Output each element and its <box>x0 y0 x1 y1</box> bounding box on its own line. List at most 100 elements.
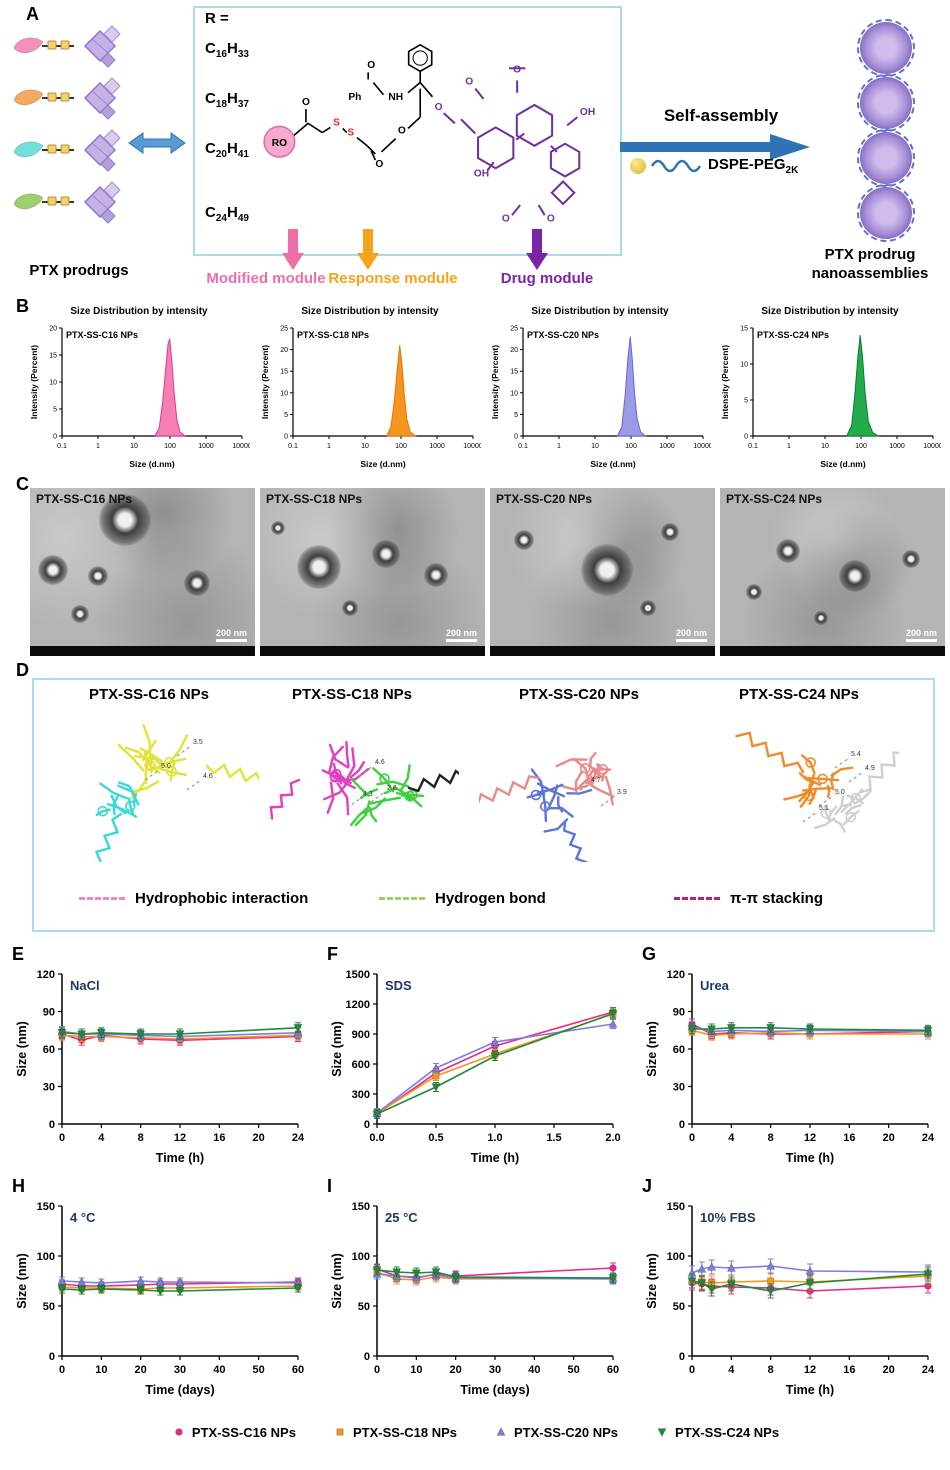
dls-chart-c18: Size Distribution by intensity 0.1 1 10 100 1… <box>259 306 483 475</box>
svg-text:0.1: 0.1 <box>57 443 67 450</box>
nanoparticle-blob <box>814 610 829 625</box>
svg-text:100: 100 <box>164 443 176 450</box>
md-structure-svg: 4.6 2.6 4.3 <box>269 740 468 827</box>
tem-image-label: PTX-SS-C18 NPs <box>266 492 363 506</box>
svg-text:PTX-SS-C24 NPs: PTX-SS-C24 NPs <box>757 330 829 340</box>
svg-text:Size (nm): Size (nm) <box>645 1021 659 1077</box>
legend-dash-icon <box>79 897 125 900</box>
prodrug-icon <box>13 25 121 68</box>
nanoassembly-icon <box>857 74 915 132</box>
svg-text:Size (d.nm): Size (d.nm) <box>129 459 175 469</box>
nanoparticle-blob <box>342 600 358 617</box>
svg-text:12: 12 <box>804 1364 816 1376</box>
svg-text:4.7: 4.7 <box>591 777 601 784</box>
svg-text:10: 10 <box>510 390 518 397</box>
nanoassembly-icons <box>856 19 926 252</box>
circle-marker-icon <box>175 1428 183 1436</box>
svg-text:25 °C: 25 °C <box>385 1210 418 1225</box>
md-structure-svg: 3.5 5.0 4.6 <box>86 723 263 882</box>
svg-text:Intensity (Percent): Intensity (Percent) <box>260 345 270 419</box>
r-group-formula: C24H49 <box>205 204 249 224</box>
scale-bar: 200 nm <box>905 628 937 642</box>
drug-module-label: Drug module <box>500 270 594 287</box>
prodrug-icon <box>13 129 121 172</box>
nanoparticle-blob <box>661 523 679 542</box>
nanoparticle-blob <box>745 584 762 601</box>
svg-text:PTX-SS-C18 NPs: PTX-SS-C18 NPs <box>297 330 369 340</box>
md-structure-title: PTX-SS-C20 NPs <box>518 686 640 703</box>
svg-text:0: 0 <box>364 1119 370 1131</box>
nanoparticle-blob <box>98 493 151 546</box>
svg-text:RO: RO <box>272 138 287 149</box>
svg-text:O: O <box>502 213 510 224</box>
svg-text:12: 12 <box>174 1132 186 1144</box>
svg-text:5.0: 5.0 <box>835 789 845 796</box>
svg-text:16: 16 <box>213 1132 225 1144</box>
svg-text:Intensity (Percent): Intensity (Percent) <box>720 345 730 419</box>
square-marker-icon <box>336 1428 344 1436</box>
interaction-legend-label: Hydrogen bond <box>435 890 546 907</box>
svg-text:50: 50 <box>43 1301 55 1313</box>
series-legend-item: PTX-SS-C20 NPs <box>493 1424 618 1440</box>
md-structure-image: 4.6 2.6 4.3 <box>259 710 468 862</box>
r-group-formula: C20H41 <box>205 140 249 160</box>
svg-text:60: 60 <box>292 1364 304 1376</box>
scale-bar-label: 200 nm <box>445 628 477 638</box>
stability-chart-svg: 0 10 20 30 40 50 60 0 50 100 150 Time (days) Size (n… <box>330 1201 619 1397</box>
prodrugs-label: PTX prodrugs <box>29 262 129 279</box>
svg-text:16: 16 <box>843 1364 855 1376</box>
svg-text:16: 16 <box>843 1132 855 1144</box>
nanoparticle-blob <box>271 520 285 535</box>
nanoassembly-icon <box>857 19 915 77</box>
nanoparticle-blob <box>87 566 108 587</box>
nanoparticle-blob <box>423 562 448 587</box>
dls-chart-title: Size Distribution by intensity <box>301 306 439 317</box>
svg-text:10: 10 <box>740 362 748 369</box>
dls-chart-svg: 0.1 1 10 100 1000 10000 0 5 10 15 20 Size (d.nm) Int… <box>29 326 252 470</box>
svg-text:120: 120 <box>667 969 685 981</box>
triangle-down-marker-icon <box>657 1428 667 1438</box>
svg-text:25: 25 <box>280 326 288 333</box>
svg-text:Size (d.nm): Size (d.nm) <box>360 459 406 469</box>
svg-text:100: 100 <box>625 443 637 450</box>
svg-text:150: 150 <box>352 1201 370 1213</box>
svg-text:30: 30 <box>673 1082 685 1094</box>
svg-text:O: O <box>465 77 473 88</box>
svg-text:OH: OH <box>580 107 595 118</box>
svg-text:150: 150 <box>37 1201 55 1213</box>
scale-bar: 200 nm <box>445 628 477 642</box>
prodrug-row <box>8 22 130 75</box>
tem-image-c18: PTX-SS-C18 NPs 200 nm <box>260 488 485 656</box>
svg-text:15: 15 <box>280 369 288 376</box>
svg-text:90: 90 <box>673 1007 685 1019</box>
svg-text:Time (h): Time (h) <box>156 1151 204 1165</box>
svg-text:40: 40 <box>528 1364 540 1376</box>
svg-text:2.0: 2.0 <box>605 1132 620 1144</box>
svg-text:1000: 1000 <box>429 443 445 450</box>
stability-chart-svg: 0.0 0.5 1.0 1.5 2.0 0 300 600 900 1200 1500 Time (h… <box>330 969 621 1165</box>
nanoassemblies-label: PTX prodrug nanoassemblies <box>811 246 929 282</box>
svg-text:4.6: 4.6 <box>375 759 385 766</box>
panel-label-D: D <box>16 660 29 680</box>
svg-text:1.0: 1.0 <box>487 1132 502 1144</box>
svg-text:O: O <box>375 159 383 170</box>
md-structure-image: 4.7 3.9 <box>475 710 679 864</box>
svg-text:Size (nm): Size (nm) <box>15 1021 29 1077</box>
svg-text:15: 15 <box>510 369 518 376</box>
scale-bar: 200 nm <box>215 628 247 642</box>
scale-bar-label: 200 nm <box>905 628 937 638</box>
self-assembly-label: Self-assembly <box>663 106 779 125</box>
nanoassembly-icon <box>857 184 915 242</box>
chart-4c: H 0 10 20 30 40 50 60 0 50 100 150 Time (days) Size (… <box>12 1176 312 1402</box>
svg-text:PTX-SS-C20 NPs: PTX-SS-C20 NPs <box>527 330 599 340</box>
svg-text:0.1: 0.1 <box>518 443 528 450</box>
dspe-peg-label: DSPE-PEG2K <box>630 156 798 176</box>
dls-chart-svg: 0.1 1 10 100 1000 10000 0 5 10 15 20 25 Size (d.nm) I… <box>260 326 483 470</box>
peg-ball-icon <box>630 158 646 174</box>
svg-text:0: 0 <box>744 434 748 441</box>
svg-text:SDS: SDS <box>385 978 412 993</box>
scale-bar-line <box>905 639 937 642</box>
svg-text:24: 24 <box>922 1364 935 1376</box>
peg-squiggle-icon <box>650 159 702 173</box>
svg-text:0: 0 <box>514 434 518 441</box>
